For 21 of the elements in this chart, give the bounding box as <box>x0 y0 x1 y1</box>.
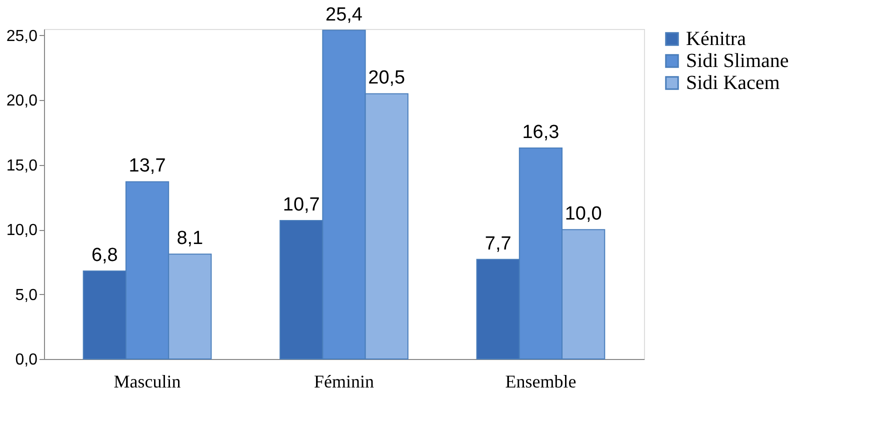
y-tick-label: 0,0 <box>15 352 38 368</box>
data-label: 6,8 <box>91 245 118 266</box>
x-tick-label: Ensemble <box>505 372 576 392</box>
data-label: 10,7 <box>282 194 320 216</box>
data-label: 10,0 <box>564 204 602 225</box>
y-tick-label: 10,0 <box>6 222 38 240</box>
data-label: 13,7 <box>128 156 166 177</box>
legend-label: Sidi Slimane <box>686 50 789 72</box>
data-label: 16,3 <box>522 122 560 144</box>
data-label: 25,4 <box>326 4 363 26</box>
y-tick-label: 15,0 <box>6 157 38 174</box>
data-label: 8,1 <box>176 228 204 250</box>
data-label: 7,7 <box>484 233 512 254</box>
y-tick-label: 20,0 <box>6 92 38 110</box>
y-tick-label: 5,0 <box>15 286 38 304</box>
x-tick-label: Masculin <box>114 372 181 392</box>
legend-label: Kénitra <box>686 28 746 50</box>
y-tick-label: 25,0 <box>6 28 38 45</box>
data-label: 20,5 <box>368 68 406 89</box>
legend-label: Sidi Kacem <box>686 72 780 94</box>
x-tick-label: Féminin <box>314 372 374 392</box>
